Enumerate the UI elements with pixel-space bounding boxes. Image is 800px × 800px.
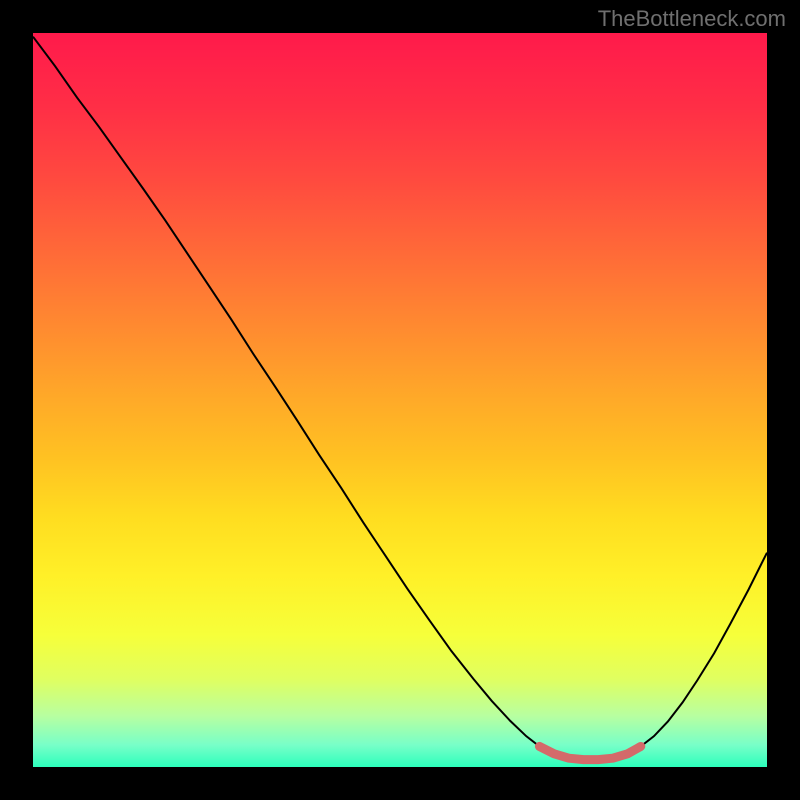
chart-container: TheBottleneck.com xyxy=(0,0,800,800)
plot-background-gradient xyxy=(33,33,767,767)
bottleneck-curve-chart xyxy=(0,0,800,800)
